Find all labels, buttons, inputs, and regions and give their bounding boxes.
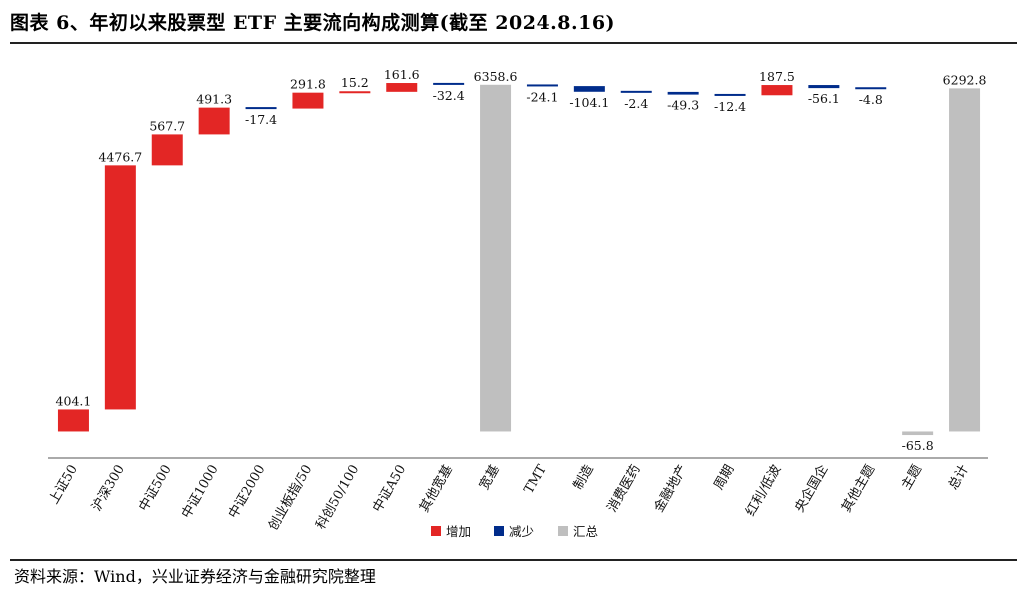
data-label: -65.8: [902, 438, 934, 453]
category-label: 上证50: [47, 463, 81, 507]
bar-decrease: [855, 87, 887, 90]
legend-swatch-decrease: [494, 526, 504, 536]
bar-decrease: [526, 84, 558, 87]
bar-increase: [386, 83, 418, 92]
bar-decrease: [573, 86, 605, 92]
data-label: -2.4: [624, 96, 648, 111]
bar-increase: [57, 409, 89, 432]
category-label: 沪深300: [89, 462, 128, 514]
source-note: 资料来源：Wind，兴业证券经济与金融研究院整理: [14, 567, 376, 586]
bar-decrease: [808, 85, 840, 89]
category-label: 中证1000: [179, 463, 222, 522]
data-label: 491.3: [196, 92, 232, 107]
data-label: -104.1: [569, 95, 609, 110]
source-rule: [10, 559, 1017, 561]
chart-title: 图表 6、年初以来股票型 ETF 主要流向构成测算(截至 2024.8.16): [10, 12, 616, 34]
bar-increase: [104, 165, 136, 410]
category-label: 其他宽基: [416, 462, 456, 515]
legend-label-increase: 增加: [446, 524, 471, 539]
bar-increase: [151, 134, 183, 166]
category-label: 中证A50: [370, 463, 409, 515]
data-label: 187.5: [759, 69, 795, 84]
category-label: 红利/低波: [742, 462, 784, 519]
data-label: -4.8: [859, 92, 883, 107]
category-label: 其他主题: [839, 463, 878, 516]
bar-decrease: [433, 82, 465, 85]
data-label: 6358.6: [474, 69, 518, 84]
bar-increase: [761, 85, 793, 96]
data-label: -56.1: [808, 91, 840, 106]
category-label: 周期: [712, 463, 738, 493]
legend-swatch-increase: [431, 526, 441, 536]
data-label: 404.1: [56, 393, 92, 408]
bar-total: [902, 431, 934, 436]
data-label: -17.4: [245, 112, 277, 127]
title-rule: [10, 42, 1017, 44]
category-label: 金融地产: [651, 462, 691, 515]
legend-swatch-total: [558, 526, 568, 536]
data-label: 567.7: [149, 118, 185, 133]
data-label: 15.2: [341, 75, 369, 90]
category-label: 主题: [899, 463, 925, 493]
bar-increase: [292, 92, 324, 109]
bar-total: [949, 88, 981, 432]
data-label: -32.4: [433, 88, 465, 103]
bar-increase: [198, 107, 230, 135]
category-label: TMT: [522, 462, 550, 496]
category-label: 中证2000: [226, 463, 269, 522]
category-label: 央企国企: [791, 462, 831, 515]
category-label: 宽基: [476, 462, 503, 493]
bar-decrease: [714, 93, 746, 96]
bar-decrease: [667, 91, 699, 95]
category-label: 消费医药: [605, 463, 644, 516]
bar-total: [480, 84, 512, 432]
data-label: -24.1: [526, 89, 558, 104]
legend-label-decrease: 减少: [509, 524, 534, 539]
category-label: 科创50/100: [313, 463, 362, 533]
data-label: 6292.8: [943, 72, 987, 87]
bar-decrease: [245, 107, 277, 110]
legend-label-total: 汇总: [573, 524, 598, 539]
category-label: 创业板指/50: [266, 463, 315, 534]
chart-legend: 增加 减少 汇总: [431, 524, 598, 539]
data-label: 161.6: [384, 67, 420, 82]
data-label: -12.4: [714, 99, 746, 114]
data-label: -49.3: [667, 98, 699, 113]
waterfall-chart: 404.1 4476.7 567.7 491.3 -17.4 291.8 15.2 161.6…: [47, 67, 988, 539]
category-label: 总计: [946, 463, 972, 493]
category-label: 制造: [571, 463, 597, 493]
bar-decrease: [620, 90, 652, 93]
bar-increase: [339, 91, 371, 94]
category-label: 中证500: [136, 463, 174, 515]
data-label: 4476.7: [98, 149, 142, 164]
data-label: 291.8: [290, 77, 326, 92]
